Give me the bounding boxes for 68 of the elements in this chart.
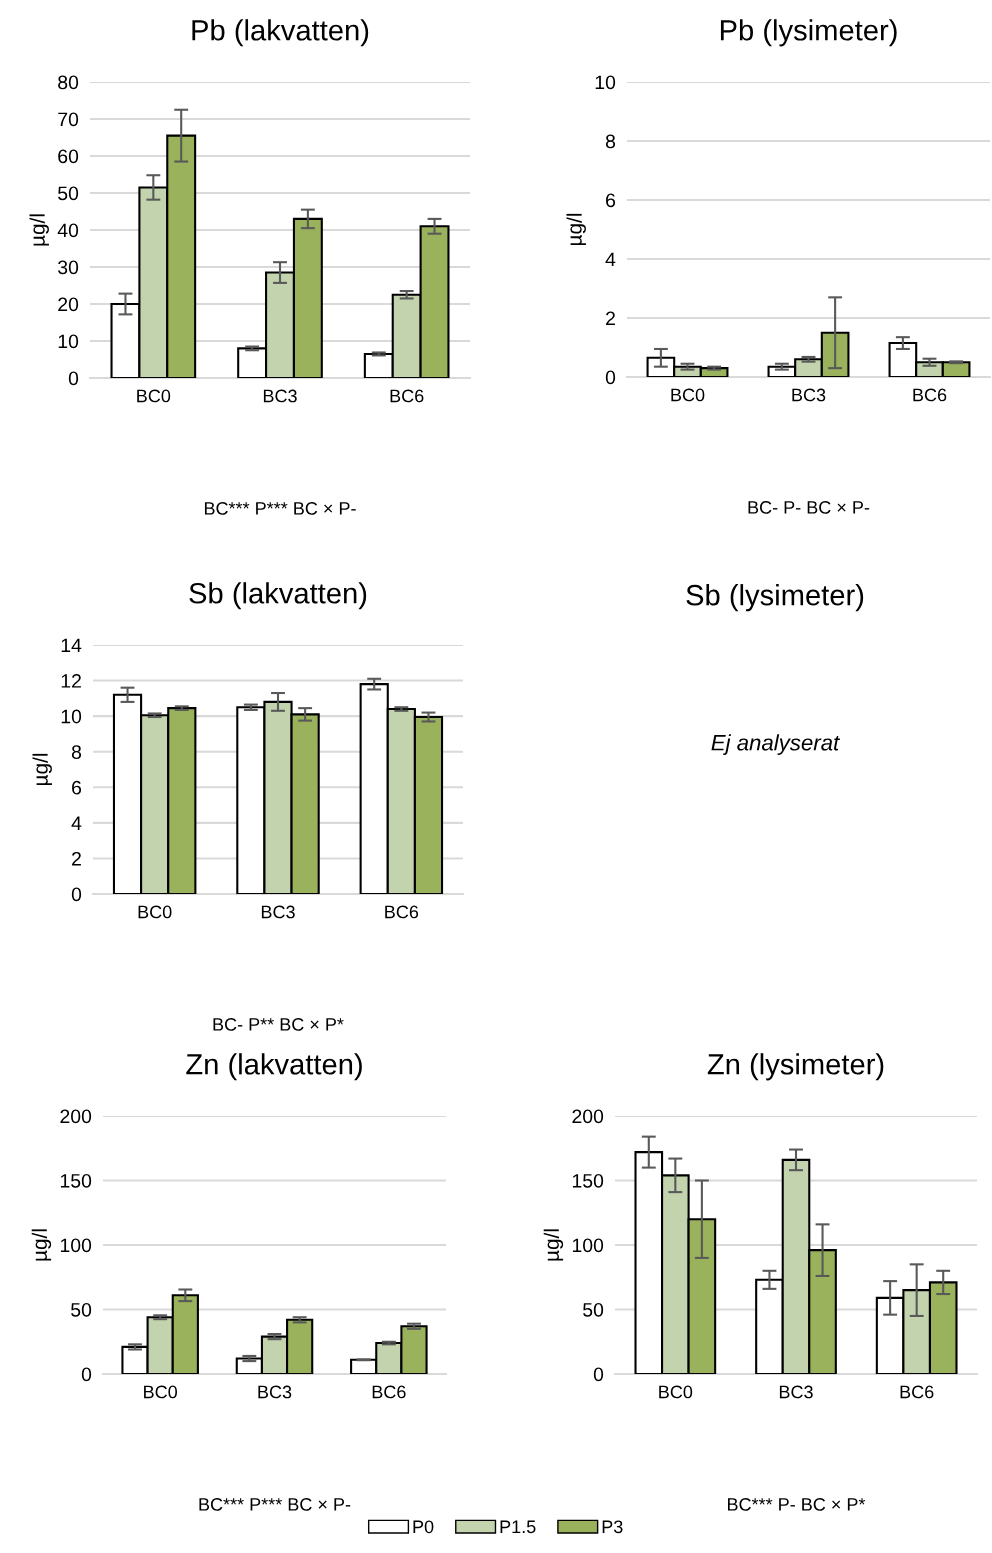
- text: BC*** P- BC × P*: [727, 1498, 866, 1511]
- x-tick-label: BC3: [792, 388, 826, 402]
- y-axis-title: µg/l: [31, 1229, 52, 1261]
- y-tick-label: 8: [71, 745, 82, 759]
- y-tick-label: 6: [72, 780, 82, 795]
- y-tick-label: 4: [71, 816, 82, 830]
- y-tick-label: 30: [58, 260, 79, 275]
- y-tick-label: 10: [58, 334, 79, 349]
- y-tick-label: 12: [61, 674, 81, 688]
- text: Ej analyserat: [711, 734, 840, 755]
- chart-title: Zn (lakvatten): [186, 1053, 362, 1081]
- y-tick-label: 10: [61, 709, 82, 724]
- y-tick-label: 2: [606, 311, 615, 326]
- y-tick-label: 50: [71, 1302, 92, 1317]
- x-tick-label: BC6: [913, 388, 947, 402]
- x-tick-label: BC3: [779, 1385, 813, 1399]
- y-tick-label: 0: [81, 1367, 92, 1382]
- y-tick-label: 40: [57, 223, 79, 238]
- legend-label: P3: [602, 1520, 623, 1534]
- y-tick-label: 8: [605, 134, 616, 149]
- y-tick-label: 0: [68, 371, 79, 386]
- text: BC*** P*** BC × P-: [204, 502, 356, 515]
- text: Sb (lysimeter): [686, 584, 864, 612]
- chart-title: Pb (lysimeter): [720, 19, 897, 47]
- y-axis-title: µg/l: [543, 1229, 564, 1261]
- y-tick-label: 20: [58, 297, 79, 312]
- x-tick-label: BC3: [263, 389, 297, 403]
- y-tick-label: 200: [60, 1109, 92, 1124]
- legend-label: P1.5: [500, 1520, 536, 1534]
- x-tick-label: BC0: [137, 389, 171, 403]
- legend-label: P0: [413, 1520, 434, 1534]
- y-tick-label: 50: [583, 1302, 604, 1317]
- y-tick-label: 150: [572, 1173, 604, 1188]
- y-tick-label: 200: [572, 1109, 604, 1124]
- text: BC- P- BC × P-: [748, 501, 870, 514]
- x-tick-label: BC0: [659, 1385, 693, 1399]
- y-axis-title: µg/l: [566, 213, 586, 246]
- chart-title: Pb (lakvatten): [192, 19, 369, 47]
- x-tick-label: BC0: [144, 1385, 178, 1399]
- y-tick-label: 150: [60, 1173, 92, 1188]
- text: BC- P** BC × P*: [213, 1018, 344, 1031]
- y-tick-label: 14: [61, 638, 82, 653]
- y-tick-label: 0: [593, 1367, 604, 1382]
- y-tick-label: 100: [60, 1238, 92, 1253]
- y-tick-label: 60: [58, 149, 79, 164]
- y-axis-title: µg/l: [29, 214, 49, 246]
- x-tick-label: BC0: [671, 388, 705, 402]
- x-tick-label: BC6: [372, 1385, 406, 1399]
- y-tick-label: 0: [605, 370, 616, 385]
- chart-title: Sb (lakvatten): [189, 582, 367, 610]
- y-tick-label: 70: [58, 112, 79, 127]
- y-tick-label: 0: [71, 887, 82, 902]
- x-tick-label: BC3: [258, 1385, 292, 1399]
- y-tick-label: 50: [58, 186, 79, 201]
- x-tick-label: BC6: [390, 389, 424, 403]
- y-tick-label: 100: [572, 1238, 604, 1253]
- text: BC*** P*** BC × P-: [199, 1498, 351, 1511]
- chart-title: Zn (lysimeter): [707, 1053, 884, 1081]
- x-tick-label: BC6: [385, 905, 419, 919]
- y-tick-label: 6: [606, 193, 616, 208]
- y-tick-label: 10: [595, 75, 616, 90]
- y-axis-title: µg/l: [32, 753, 52, 786]
- y-tick-label: 2: [72, 851, 81, 866]
- x-tick-label: BC6: [900, 1385, 934, 1399]
- y-tick-label: 4: [605, 252, 616, 267]
- x-tick-label: BC3: [261, 905, 295, 919]
- x-tick-label: BC0: [138, 905, 172, 919]
- y-tick-label: 80: [58, 75, 79, 90]
